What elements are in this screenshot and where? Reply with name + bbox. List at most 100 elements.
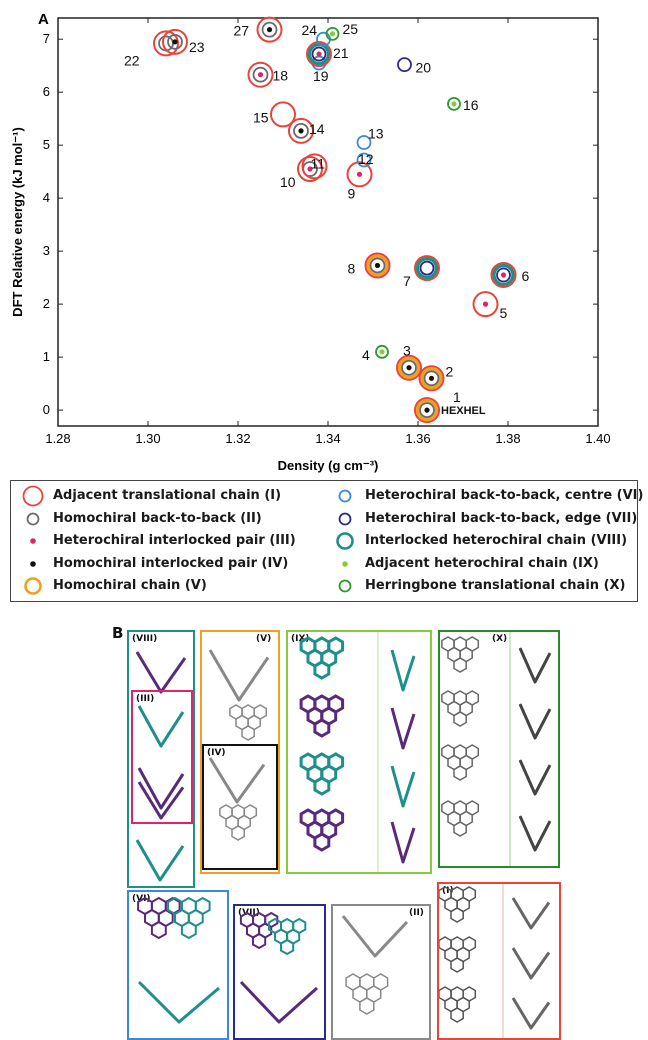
structure-box-label: (III) <box>136 694 155 704</box>
molecule-grey <box>345 973 389 1015</box>
data-point <box>375 344 389 359</box>
marker-dot-III <box>307 166 313 172</box>
molecule-v <box>518 647 552 684</box>
legend-symbol-V <box>24 577 42 595</box>
marker-ring-II <box>261 21 278 38</box>
marker-ring-I <box>364 252 391 279</box>
structure-box-label: (VI) <box>132 894 151 904</box>
molecule-cluster <box>441 690 480 727</box>
structure-drawing <box>137 705 185 810</box>
marker-dot-III <box>482 301 489 307</box>
marker-dot-IX <box>451 101 457 107</box>
marker-ring-X <box>447 96 461 111</box>
data-point <box>414 255 440 282</box>
data-point <box>346 161 373 188</box>
point-label: 2 <box>446 363 454 379</box>
legend-symbol-VI <box>338 489 352 503</box>
molecule-side <box>390 649 416 692</box>
marker-dot-III <box>500 272 507 278</box>
structure-box-label: (IV) <box>207 748 226 758</box>
molecule-v <box>518 759 552 796</box>
legend-label-II: Homochiral back-to-back (II) <box>53 510 262 526</box>
data-point <box>490 261 517 288</box>
point-label: 20 <box>416 60 432 76</box>
marker-ring-I <box>490 261 517 288</box>
molecule-side <box>390 707 416 750</box>
molecule-stack <box>439 886 477 923</box>
legend-label-X: Herringbone translational chain (X) <box>365 578 626 593</box>
marker-ring-I <box>414 397 440 424</box>
molecule-grey <box>208 757 266 804</box>
point-label: 10 <box>280 174 296 190</box>
structure-drawing <box>135 651 187 882</box>
structure-drawing <box>208 649 270 741</box>
molecule-teal <box>137 980 220 1024</box>
marker-dot-IX <box>329 31 336 37</box>
marker-ring-II <box>167 33 183 50</box>
marker-dot-III <box>356 171 363 177</box>
data-point <box>256 16 283 43</box>
legend-label-IX: Adjacent heterochiral chain (IX) <box>365 555 599 571</box>
marker-ring-VII <box>419 260 435 276</box>
molecule-cluster <box>299 694 345 738</box>
marker-ring-I <box>301 153 328 180</box>
panel-b-structures: B (VIII) (V) (IX) (X) (VI) (VII) (II) (I) (III) (… <box>0 620 648 1040</box>
marker-ring-I <box>153 30 179 57</box>
point-label: 9 <box>348 185 356 201</box>
point-label: 21 <box>333 45 349 61</box>
marker-ring-II <box>252 66 269 83</box>
structure-drawing <box>341 915 409 1015</box>
molecule-teal <box>267 917 307 956</box>
marker-ring-VI <box>356 152 372 168</box>
molecule-stack <box>439 936 477 973</box>
data-point <box>447 96 461 111</box>
marker-ring-I <box>396 354 422 381</box>
marker-ring-VIII <box>492 263 515 287</box>
point-label: 7 <box>403 273 411 289</box>
y-tick-label: 5 <box>43 137 50 152</box>
data-point <box>356 152 372 168</box>
molecule-teal <box>135 839 185 882</box>
molecule-grey <box>229 704 268 741</box>
marker-ring-V <box>415 399 439 422</box>
legend-label-VII: Heterochiral back-to-back, edge (VII) <box>365 510 638 526</box>
molecule-cluster <box>299 808 345 852</box>
marker-dot-IX <box>379 349 385 355</box>
data-point <box>288 117 314 144</box>
molecule-side <box>511 897 551 930</box>
data-point <box>472 291 499 318</box>
molecule-side <box>511 997 551 1030</box>
structure-box-vii: (VII) <box>233 904 326 1040</box>
marker-ring-I <box>256 16 283 43</box>
legend-symbol-I <box>22 485 44 507</box>
data-point <box>414 397 440 424</box>
x-tick-label: 1.34 <box>315 431 340 446</box>
data-point <box>270 101 296 128</box>
marker-ring-X <box>375 344 389 359</box>
y-axis-label: DFT Relative energy (kJ mol⁻¹) <box>10 127 25 317</box>
point-label: 4 <box>362 347 370 363</box>
structure-box-iv: (IV) <box>202 744 278 870</box>
marker-ring-I <box>306 41 332 68</box>
marker-ring-I <box>270 101 296 128</box>
legend-symbol-IX <box>342 560 348 567</box>
marker-ring-II <box>423 370 440 387</box>
marker-dot-IV <box>266 27 273 33</box>
structure-drawing <box>441 632 552 866</box>
data-point <box>396 354 422 381</box>
marker-ring-VII <box>397 57 412 73</box>
data-point <box>306 41 332 68</box>
point-label: 14 <box>309 121 325 137</box>
marker-ring-VII <box>496 267 511 283</box>
legend-label-III: Heterochiral interlocked pair (III) <box>53 533 296 548</box>
marker-dot-III <box>257 72 264 78</box>
marker-dot-III <box>316 51 322 57</box>
point-label: 12 <box>358 151 374 167</box>
legend-label-IV: Homochiral interlocked pair (IV) <box>53 555 289 571</box>
point-label: 8 <box>348 260 356 276</box>
marker-ring-I <box>472 291 499 318</box>
molecule-cluster <box>441 800 480 837</box>
x-axis-label: Density (g cm⁻³) <box>278 458 379 473</box>
data-point <box>356 135 372 150</box>
